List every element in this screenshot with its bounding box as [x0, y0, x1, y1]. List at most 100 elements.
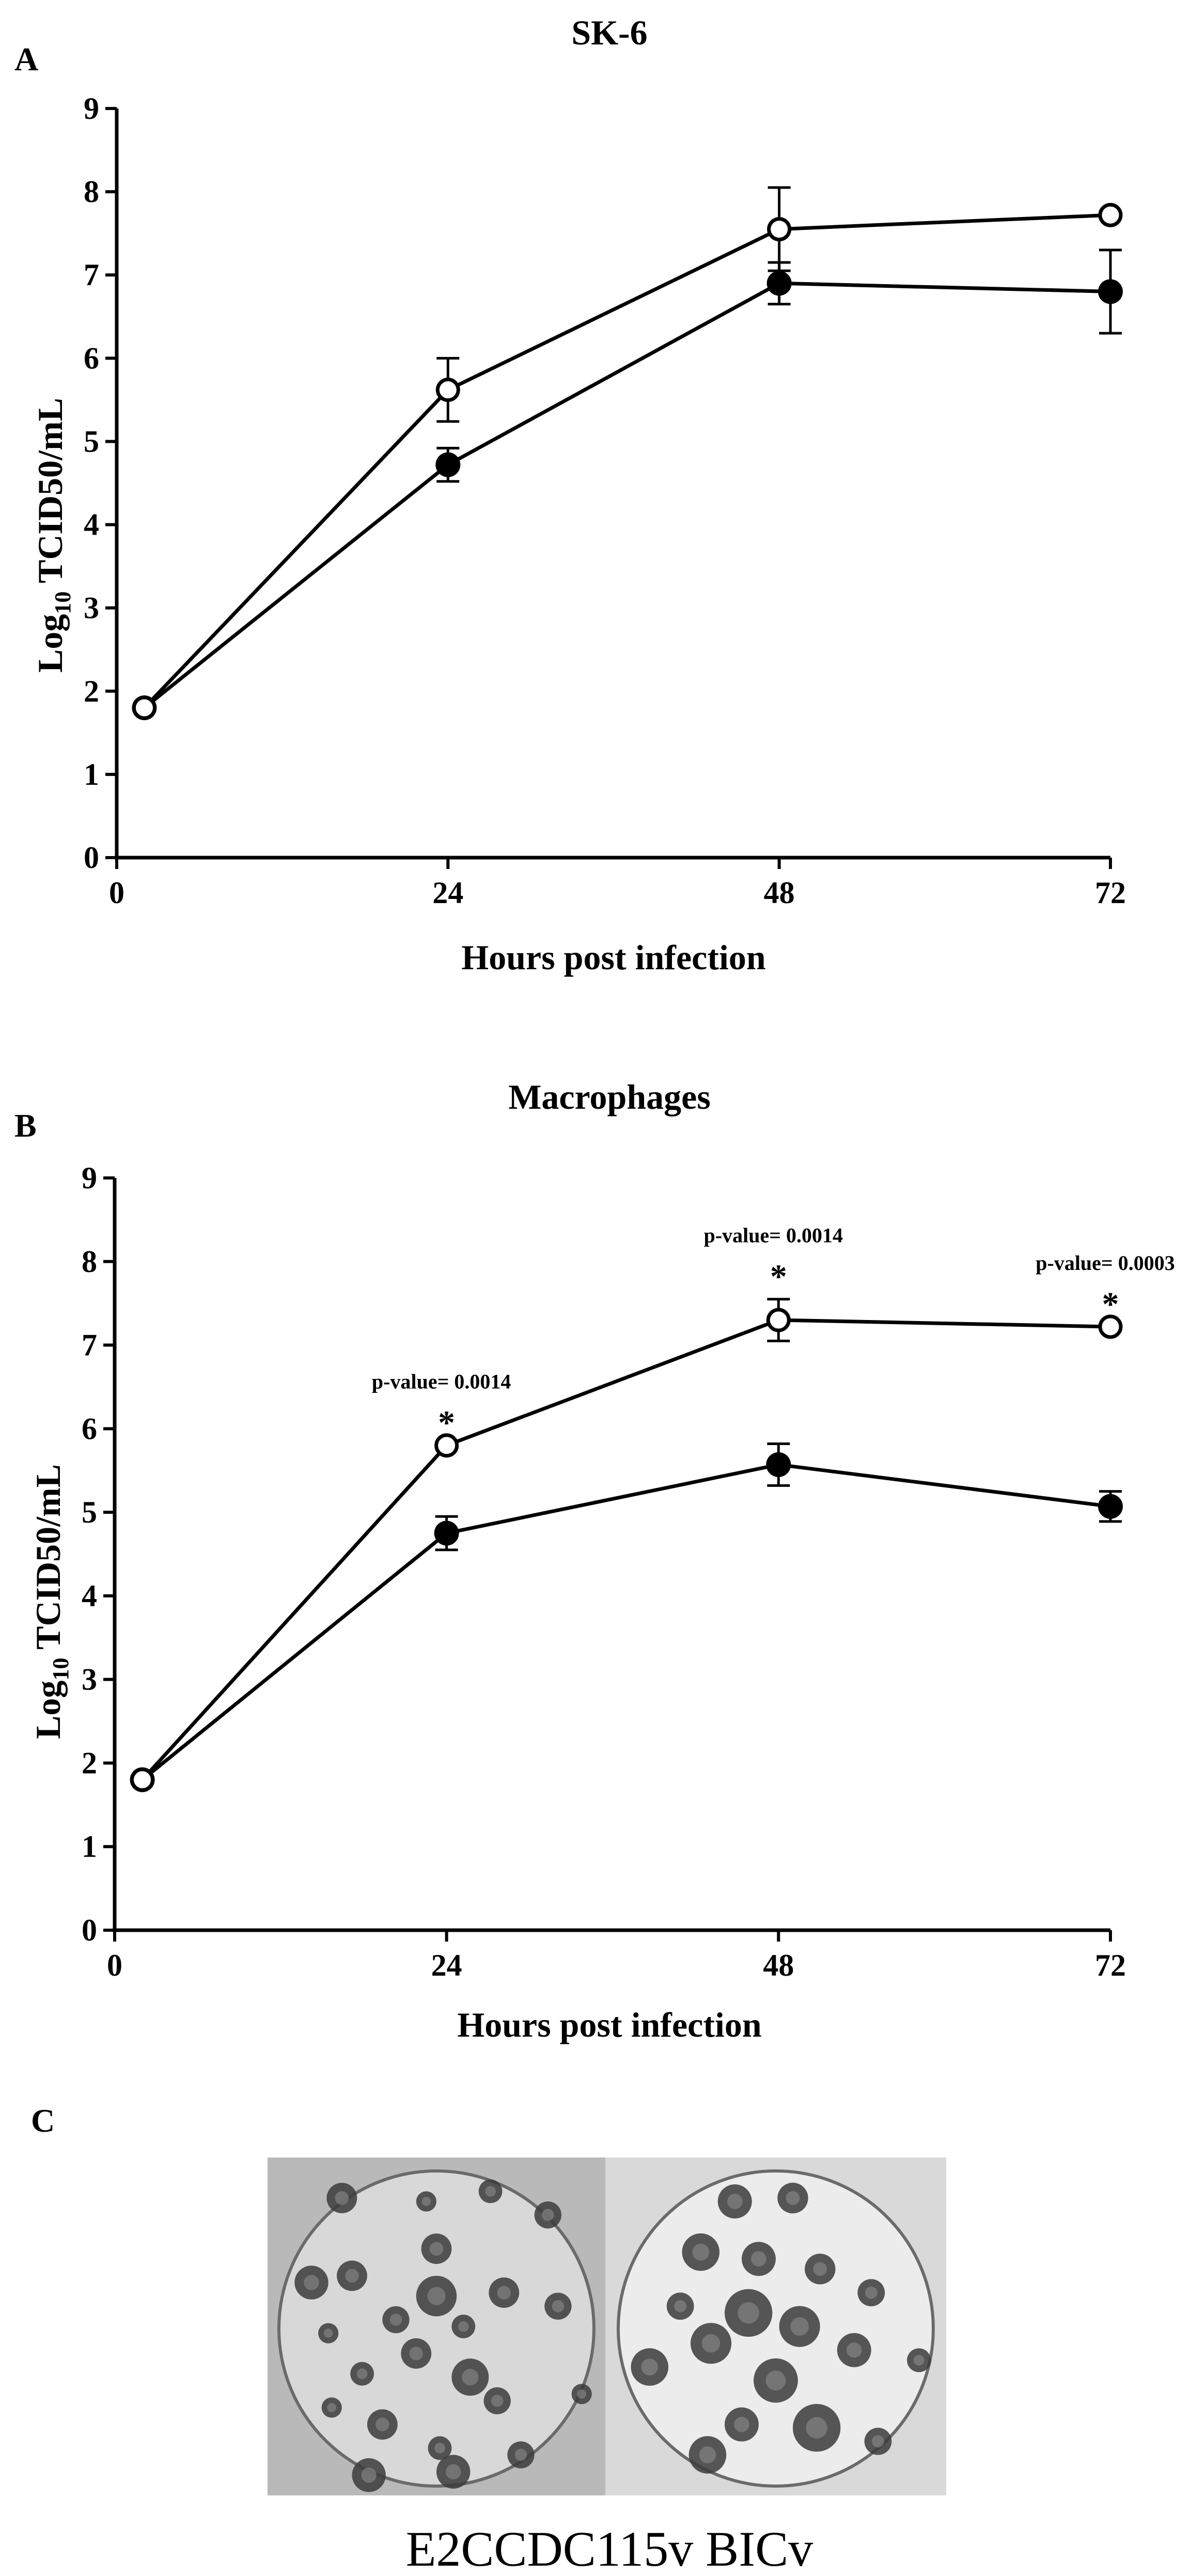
panel-b-series-0-point — [130, 1767, 155, 1792]
panel-a-y-axis-title: Log10 TCID50/mL — [30, 398, 75, 673]
panel-a-chart: A SK-6 Hours post infection Log10 TCID50… — [14, 13, 1126, 977]
panel-a-series-1-point — [1098, 279, 1123, 304]
panel-b-significance-star: * — [770, 1258, 787, 1296]
panel-b-x-tick-label: 0 — [107, 1948, 122, 1982]
plaque-center — [304, 2275, 319, 2290]
panel-c-caption: E2CCDC115v BICv — [406, 2521, 813, 2576]
plaque-center — [514, 2448, 527, 2461]
panel-a-series-0-point — [132, 695, 156, 720]
plaque-wells — [268, 2158, 946, 2495]
plaque-center — [727, 2194, 743, 2209]
panel-b-series-1-point — [434, 1520, 459, 1546]
plaque-center — [674, 2300, 687, 2313]
panel-b-p-value-label: p-value= 0.0014 — [704, 1224, 843, 1247]
panel-b-p-value-label: p-value= 0.0014 — [372, 1370, 511, 1393]
panel-b-series-1-line — [141, 1463, 1111, 1781]
panel-a-x-tick-label: 48 — [764, 876, 795, 910]
plaque-center — [765, 2370, 786, 2391]
plaque-center — [699, 2446, 716, 2463]
plaque-center — [734, 2416, 749, 2432]
plaque-center — [421, 2197, 431, 2206]
plaque-center — [445, 2464, 461, 2479]
panel-a-y-tick-label: 3 — [84, 591, 99, 625]
panel-a-y-tick-label: 4 — [84, 508, 99, 542]
panel-a-y-tick-label: 1 — [84, 757, 99, 792]
plaque-center — [356, 2368, 368, 2379]
panel-a-title: SK-6 — [571, 13, 647, 52]
plaque-center — [913, 2355, 924, 2366]
plaque-center — [806, 2417, 827, 2439]
panel-b-series-0-line — [141, 1318, 1111, 1781]
plaque-center — [427, 2287, 446, 2305]
panel-b-letter: B — [14, 1107, 37, 1144]
panel-a-series-1-line — [143, 281, 1111, 709]
panel-a-letter: A — [14, 41, 38, 77]
panel-b-significance-star: * — [1102, 1285, 1119, 1323]
plaque-center — [361, 2468, 377, 2483]
panel-b-x-tick-label: 72 — [1095, 1948, 1126, 1982]
panel-a-y-tick-label: 5 — [84, 424, 99, 458]
panel-b-series-0-point — [766, 1308, 791, 1332]
plaque-center — [389, 2314, 402, 2326]
panel-a-y-tick-label: 2 — [84, 674, 99, 708]
well-dish — [277, 2169, 596, 2488]
panel-b-y-axis-title: Log10 TCID50/mL — [28, 1464, 73, 1739]
plaque-center — [692, 2243, 710, 2261]
panel-a-x-tick-label: 0 — [109, 876, 124, 910]
plaque-center — [790, 2317, 809, 2336]
plaque-center — [323, 2329, 333, 2338]
panel-a-y-tick-label: 7 — [84, 258, 99, 292]
plaque-center — [335, 2191, 349, 2205]
plaque-center — [345, 2269, 359, 2283]
panel-b-chart: B Macrophages Hours post infection Log10… — [14, 1077, 1175, 2044]
panel-a-series-0-point — [435, 378, 460, 402]
plaque-center — [786, 2191, 800, 2205]
plaque-center — [701, 2334, 720, 2353]
panel-b-y-tick-label: 5 — [82, 1495, 97, 1529]
panel-a-y-tick-label: 6 — [84, 341, 99, 375]
panel-b-y-tick-label: 0 — [82, 1913, 97, 1947]
panel-b-x-tick-label: 48 — [763, 1948, 794, 1982]
plaque-center — [641, 2358, 659, 2376]
panel-b-y-tick-label: 8 — [82, 1245, 97, 1279]
plaque-center — [813, 2262, 827, 2276]
panel-c-plaque-images: C E2CCDC115v BICv — [31, 2102, 946, 2576]
panel-a-series-1-point — [435, 452, 461, 477]
panel-b-x-axis-title: Hours post infection — [457, 2005, 761, 2044]
panel-b-y-tick-label: 2 — [82, 1746, 97, 1780]
panel-b-y-tick-label: 9 — [82, 1161, 97, 1195]
panel-a-series-0-line — [143, 213, 1111, 709]
plaque-center — [485, 2186, 496, 2197]
plaque-center — [497, 2286, 511, 2300]
plaque-center — [542, 2209, 554, 2221]
panel-a-x-tick-label: 72 — [1095, 876, 1126, 910]
panel-b-x-tick-label: 24 — [431, 1948, 462, 1982]
panel-b-y-tick-label: 4 — [82, 1579, 97, 1613]
panel-b-y-tick-label: 1 — [82, 1829, 97, 1864]
panel-b-title: Macrophages — [508, 1077, 711, 1116]
panel-a-series-0-point — [767, 217, 792, 242]
plaque-center — [375, 2417, 389, 2431]
plaque-center — [429, 2242, 444, 2256]
plaque-center — [552, 2300, 565, 2313]
plaque-center — [577, 2389, 587, 2399]
panel-a-series-0-point — [1098, 203, 1123, 227]
plaque-center — [491, 2395, 504, 2407]
panel-b-y-tick-label: 3 — [82, 1663, 97, 1697]
plaque-center — [846, 2342, 862, 2358]
panel-a-y-tick-label: 9 — [84, 91, 99, 126]
panel-b-y-tick-label: 6 — [82, 1411, 97, 1446]
panel-b-series-1-point — [1098, 1494, 1123, 1519]
panel-a-y-tick-label: 0 — [84, 841, 99, 875]
plaque-center — [751, 2251, 766, 2267]
panel-c-letter: C — [31, 2102, 55, 2139]
panel-b-significance-star: * — [438, 1404, 455, 1442]
plaque-center — [458, 2321, 469, 2332]
plaque-center — [738, 2302, 759, 2324]
panel-b-series-0-point — [1098, 1314, 1123, 1339]
panel-b-series-0-point — [434, 1433, 459, 1458]
plaque-center — [409, 2347, 424, 2361]
panel-a-x-tick-label: 24 — [432, 876, 463, 910]
plaque-well-e2ccdc115v — [268, 2158, 605, 2495]
